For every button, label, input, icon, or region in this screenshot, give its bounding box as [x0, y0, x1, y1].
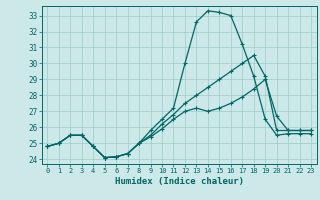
X-axis label: Humidex (Indice chaleur): Humidex (Indice chaleur) [115, 177, 244, 186]
